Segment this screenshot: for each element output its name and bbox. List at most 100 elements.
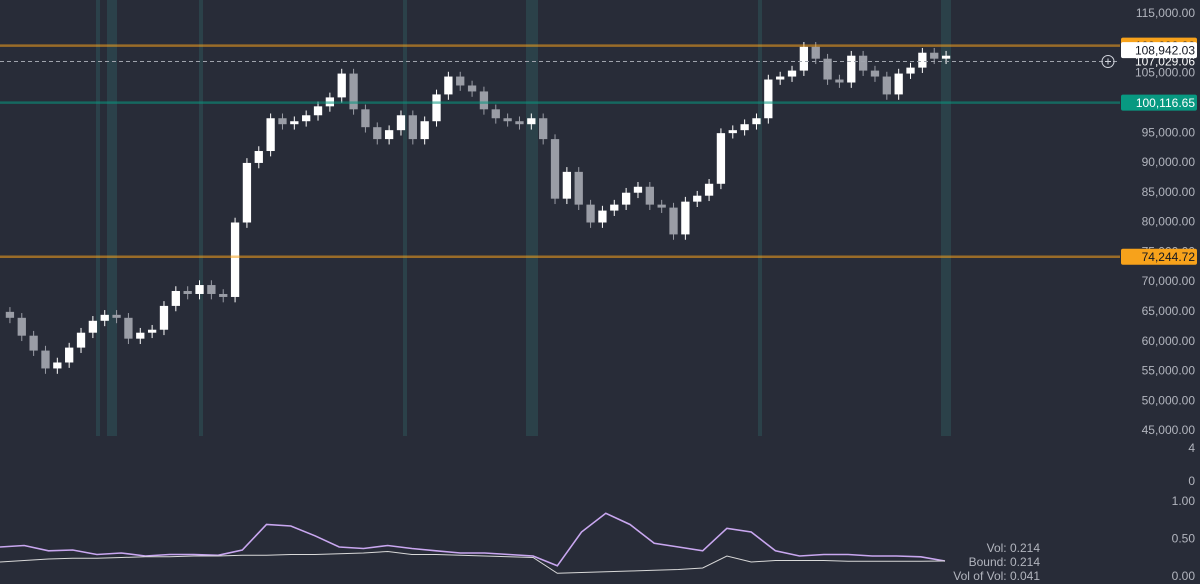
candle-body [361,109,370,128]
candle-body [574,171,583,205]
y-tick-label: 0.50 [1172,532,1196,546]
price-tag-label: 107,029.06 [1135,55,1195,69]
price-tag-label: 100,116.65 [1136,96,1195,110]
candle-body [870,70,880,77]
y-tick-label: 95,000.00 [1142,125,1196,139]
highlight [941,0,951,436]
candle-body [147,329,157,333]
candle-body [313,106,323,116]
candle-body [787,70,797,77]
candle-body [432,94,441,122]
indicator-label: Vol: 0.214 [987,541,1041,555]
y-tick-label: 50,000.00 [1142,393,1196,407]
candle-body [645,186,654,205]
y-tick-label: 1.00 [1172,494,1196,508]
y-tick-label: 0 [1188,474,1195,488]
highlight [526,0,538,436]
candle-body [835,79,844,83]
candle-body [420,121,429,140]
price-tag [1121,94,1197,111]
candle-body [266,118,275,152]
candle-body [610,204,619,211]
candle-body [5,311,15,318]
indicator-line [0,512,946,567]
highlight [107,0,117,436]
y-tick-label: 60,000.00 [1142,334,1196,348]
candle-body [811,46,820,59]
candle-body [112,314,121,318]
candle-body [17,317,26,336]
candle-body [53,362,62,369]
y-tick-label: 55,000.00 [1142,364,1196,378]
candle-body [396,115,406,131]
candle-body [847,55,856,83]
candle-body [693,195,702,202]
candle-body [467,85,477,92]
candle-body [456,76,465,86]
candle-body [136,332,145,339]
y-tick-label: 80,000.00 [1142,215,1196,229]
highlight [96,0,100,436]
candle-body [941,55,951,59]
candle-body [539,118,548,140]
candle-body [550,139,560,199]
candle-body [207,285,216,294]
candle-body [764,79,773,119]
price-tag [1121,42,1197,59]
candle-body [373,127,382,140]
indicator-label: Vol of Vol: 0.041 [953,569,1040,583]
crosshair-icon [1105,58,1111,65]
candle-body [669,207,678,235]
candle-body [230,222,240,297]
candle-body [906,67,915,74]
y-tick-label: 105,000.00 [1135,66,1195,80]
candle-body [657,204,666,208]
candle-body [479,91,489,110]
y-tick-label: 90,000.00 [1142,155,1196,169]
candle-body [930,52,939,59]
candle-body [704,183,714,196]
candle-body [681,201,690,235]
candle-body [171,291,180,306]
candle-body [752,118,761,125]
candle-body [254,151,263,163]
indicator-line [0,550,946,574]
candle-body [491,109,500,119]
y-tick-label: 4 [1188,441,1195,455]
candle-body [444,76,453,95]
candle-body [278,118,287,125]
crosshair-icon [1101,54,1115,68]
highlight [403,0,407,436]
y-tick-label: 65,000.00 [1142,304,1196,318]
candle-body [633,186,643,193]
candle-body [41,350,50,369]
candle-body [598,210,607,223]
price-tag-label: 108,942.03 [1135,43,1195,57]
candle-body [195,285,204,294]
y-tick-label: 0.00 [1172,569,1196,583]
candle-body [621,192,631,205]
candle-body [65,347,74,363]
candle-body [776,76,785,80]
candle-body [740,124,749,131]
candle-body [728,130,737,134]
candle-body [515,121,524,125]
candle-body [918,52,927,68]
candle-body [527,118,536,125]
candle-body [159,305,169,330]
candle-body [882,76,891,95]
candle-body [302,115,311,122]
indicator-label: Bound: 0.214 [969,555,1041,569]
session-highlights [96,0,951,436]
candle-body [823,58,832,80]
y-tick-label: 70,000.00 [1142,274,1196,288]
candle-body [858,55,868,71]
candle-body [894,73,903,95]
price-tag-label: 74,244.72 [1142,250,1196,264]
y-tick-label: 85,000.00 [1142,185,1196,199]
plot: 45,000.00 50,000.00 55,000.00 60,000.00 65,0… [0,6,1197,583]
candle-body [384,130,394,140]
price-tag [1121,248,1197,265]
